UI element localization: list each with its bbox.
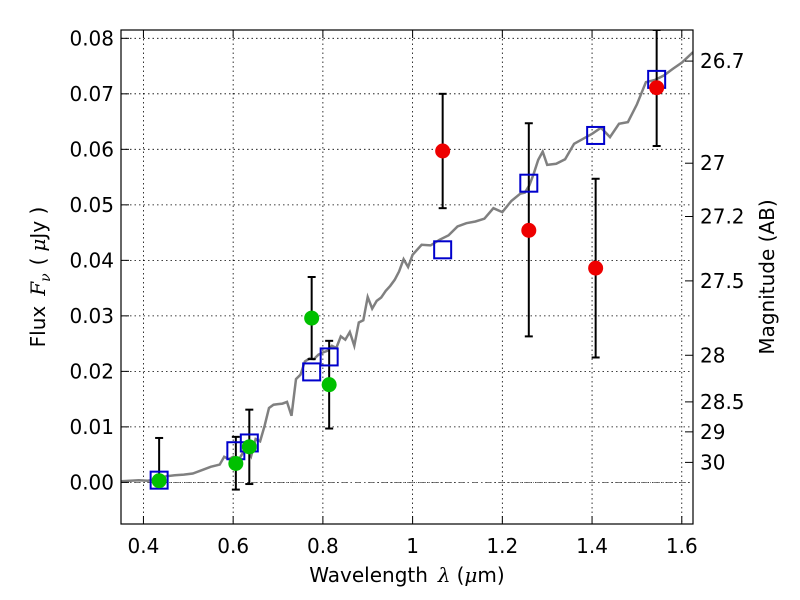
- plot-frame: [120, 29, 694, 525]
- observed-circle-marker: [588, 260, 604, 276]
- y-tick-label: 0.01: [69, 415, 114, 439]
- observed-circle-marker: [521, 222, 537, 238]
- x-tick-label: 0.4: [128, 534, 160, 558]
- model-square-marker: [433, 240, 453, 260]
- model-square-marker: [519, 173, 539, 193]
- y-axis-label: FluxFν(μJy ): [26, 207, 54, 348]
- observed-circle-marker: [151, 473, 167, 489]
- y-tick-label: 0.05: [69, 193, 114, 217]
- x-axis-ticks: 0.4 0.6 0.8 1 1.2 1.4 1.6: [128, 30, 698, 558]
- model-square-marker: [302, 362, 322, 382]
- observed-circle-marker: [241, 439, 257, 455]
- observed-circle-marker: [435, 143, 451, 159]
- y-tick-label: 0.03: [69, 304, 114, 328]
- x-tick-label: 1.2: [486, 534, 518, 558]
- y2-tick-label: 27.2: [700, 204, 745, 228]
- observed-circle-marker: [321, 377, 337, 393]
- x-tick-label: 1: [406, 534, 419, 558]
- model-square-marker: [319, 347, 339, 367]
- y-tick-label: 0.06: [69, 137, 114, 161]
- y-tick-label: 0.02: [69, 359, 114, 383]
- model-square-marker: [149, 470, 169, 490]
- y-tick-label: 0.04: [69, 248, 114, 272]
- y-tick-label: 0.07: [69, 82, 114, 106]
- x-axis-label: Wavelength λ (μm): [309, 563, 504, 587]
- x-tick-label: 1.4: [576, 534, 608, 558]
- model-square-marker: [586, 125, 606, 145]
- observed-circle-marker: [304, 310, 320, 326]
- x-tick-label: 0.6: [217, 534, 249, 558]
- observed-circle-marker: [649, 80, 665, 96]
- y2-tick-label: 28.5: [700, 390, 745, 414]
- observed-circle-marker: [228, 455, 244, 471]
- y2-tick-label: 27: [700, 151, 725, 175]
- y-tick-label: 0.08: [69, 26, 114, 50]
- y2-tick-label: 29: [700, 420, 725, 444]
- y2-tick-label: 27.5: [700, 269, 745, 293]
- x-tick-label: 0.8: [307, 534, 339, 558]
- data-markers: [149, 69, 667, 490]
- y2-axis-ticks: 26.7 27 27.2 27.5 28 28.5 29 30: [685, 49, 745, 474]
- y2-tick-label: 30: [700, 450, 725, 474]
- y2-axis-label: Magnitude (AB): [755, 199, 779, 354]
- y-axis-ticks: 0.00 0.01 0.02 0.03 0.04 0.05 0.06 0.07 0.08: [69, 26, 129, 494]
- y2-tick-label: 28: [700, 343, 725, 367]
- y2-tick-label: 26.7: [700, 49, 745, 73]
- plot-area: [121, 30, 693, 491]
- y-tick-label: 0.00: [69, 470, 114, 494]
- plot-background: [121, 30, 693, 524]
- x-tick-label: 1.6: [666, 534, 698, 558]
